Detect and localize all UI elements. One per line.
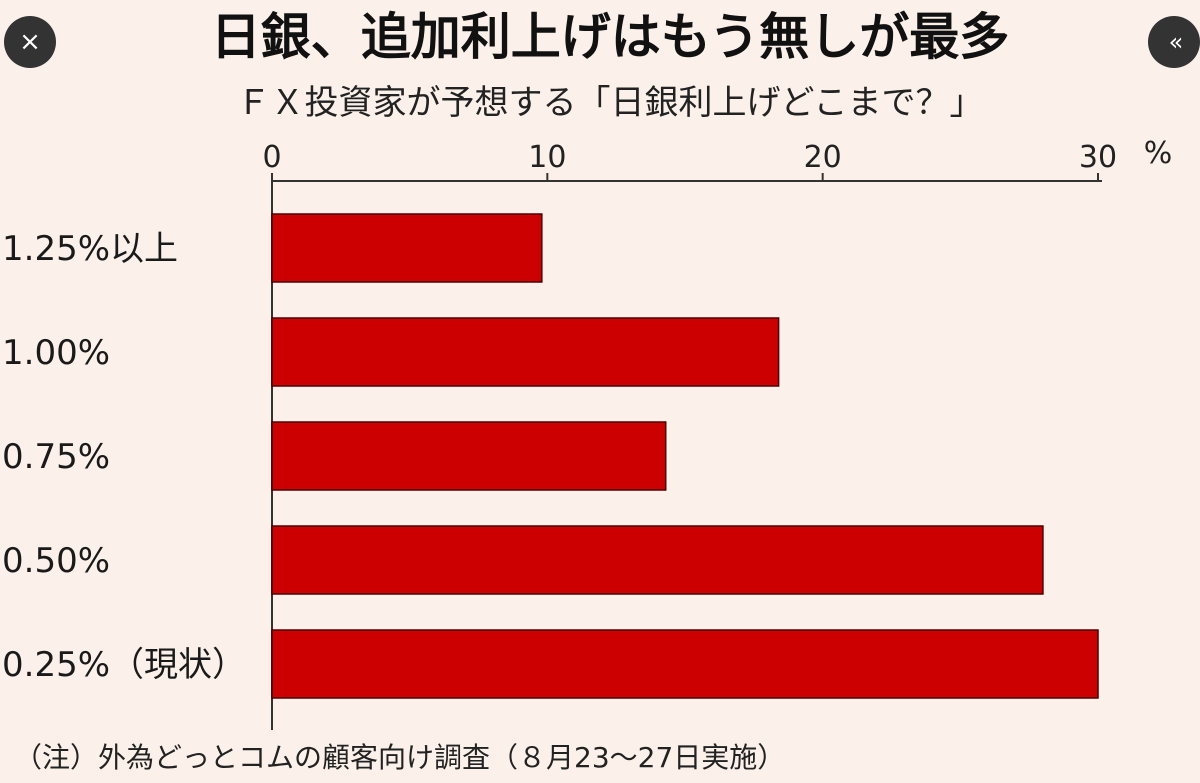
bar [271,525,1044,595]
category-label: 0.50% [2,541,110,581]
close-icon: × [19,27,41,57]
bar [271,317,780,387]
category-label: 1.00% [2,333,110,373]
source-note: （注）外為どっとコムの顧客向け調査（８月23～27日実施） [14,741,786,774]
category-label: 0.75% [2,437,110,477]
chart-subtitle: ＦＸ投資家が予想する「日銀利上げどこまで？」 [236,83,984,123]
bar [271,421,667,491]
bar [271,629,1099,699]
bar [271,213,543,283]
x-tick-label: 20 [804,140,842,175]
category-label: 0.25%（現状） [2,645,246,685]
collapse-button[interactable]: « [1148,16,1200,68]
x-tick-label: 0 [262,140,281,175]
close-button[interactable]: × [4,16,56,68]
x-axis-unit-label: % [1144,136,1173,171]
category-label: 1.25%以上 [2,229,178,269]
chart-title: 日銀、追加利上げはもう無しが最多 [210,8,1010,66]
x-tick-label: 10 [528,140,566,175]
x-tick-label: 30 [1079,140,1117,175]
